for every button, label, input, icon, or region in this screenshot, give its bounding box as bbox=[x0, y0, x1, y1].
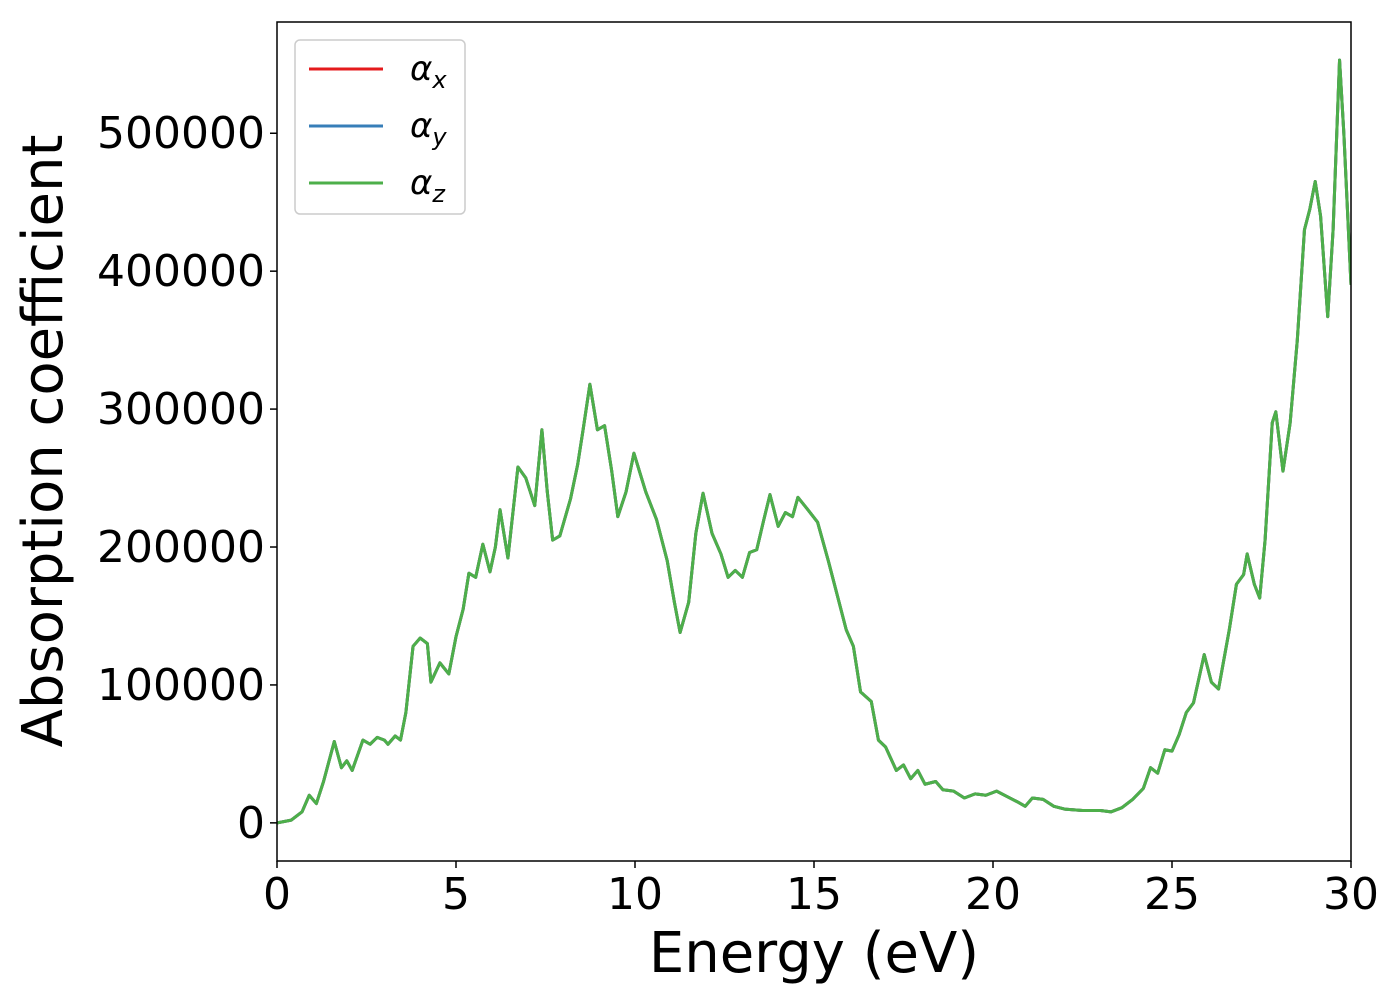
legend-label: αx bbox=[410, 49, 447, 94]
legend-label: αz bbox=[410, 163, 446, 208]
y-tick-label: 300000 bbox=[97, 384, 265, 435]
plot-frame bbox=[276, 21, 1352, 862]
x-tick-label: 20 bbox=[965, 869, 1021, 920]
x-tick-label: 30 bbox=[1323, 869, 1379, 920]
y-tick-label: 400000 bbox=[97, 246, 265, 297]
y-tick-label: 200000 bbox=[97, 522, 265, 573]
x-tick-label: 15 bbox=[786, 869, 842, 920]
y-tick-label: 100000 bbox=[97, 660, 265, 711]
y-axis-label: Absorption coefficient bbox=[11, 135, 76, 748]
x-tick-label: 5 bbox=[442, 869, 470, 920]
x-tick-label: 10 bbox=[607, 869, 663, 920]
x-axis-label: Energy (eV) bbox=[649, 921, 979, 986]
x-tick-label: 0 bbox=[263, 869, 291, 920]
data-line bbox=[277, 58, 1351, 825]
x-tick-label: 25 bbox=[1144, 869, 1200, 920]
y-tick-label: 0 bbox=[237, 798, 265, 849]
legend-label: αy bbox=[410, 106, 447, 151]
y-tick-label: 500000 bbox=[97, 108, 265, 159]
